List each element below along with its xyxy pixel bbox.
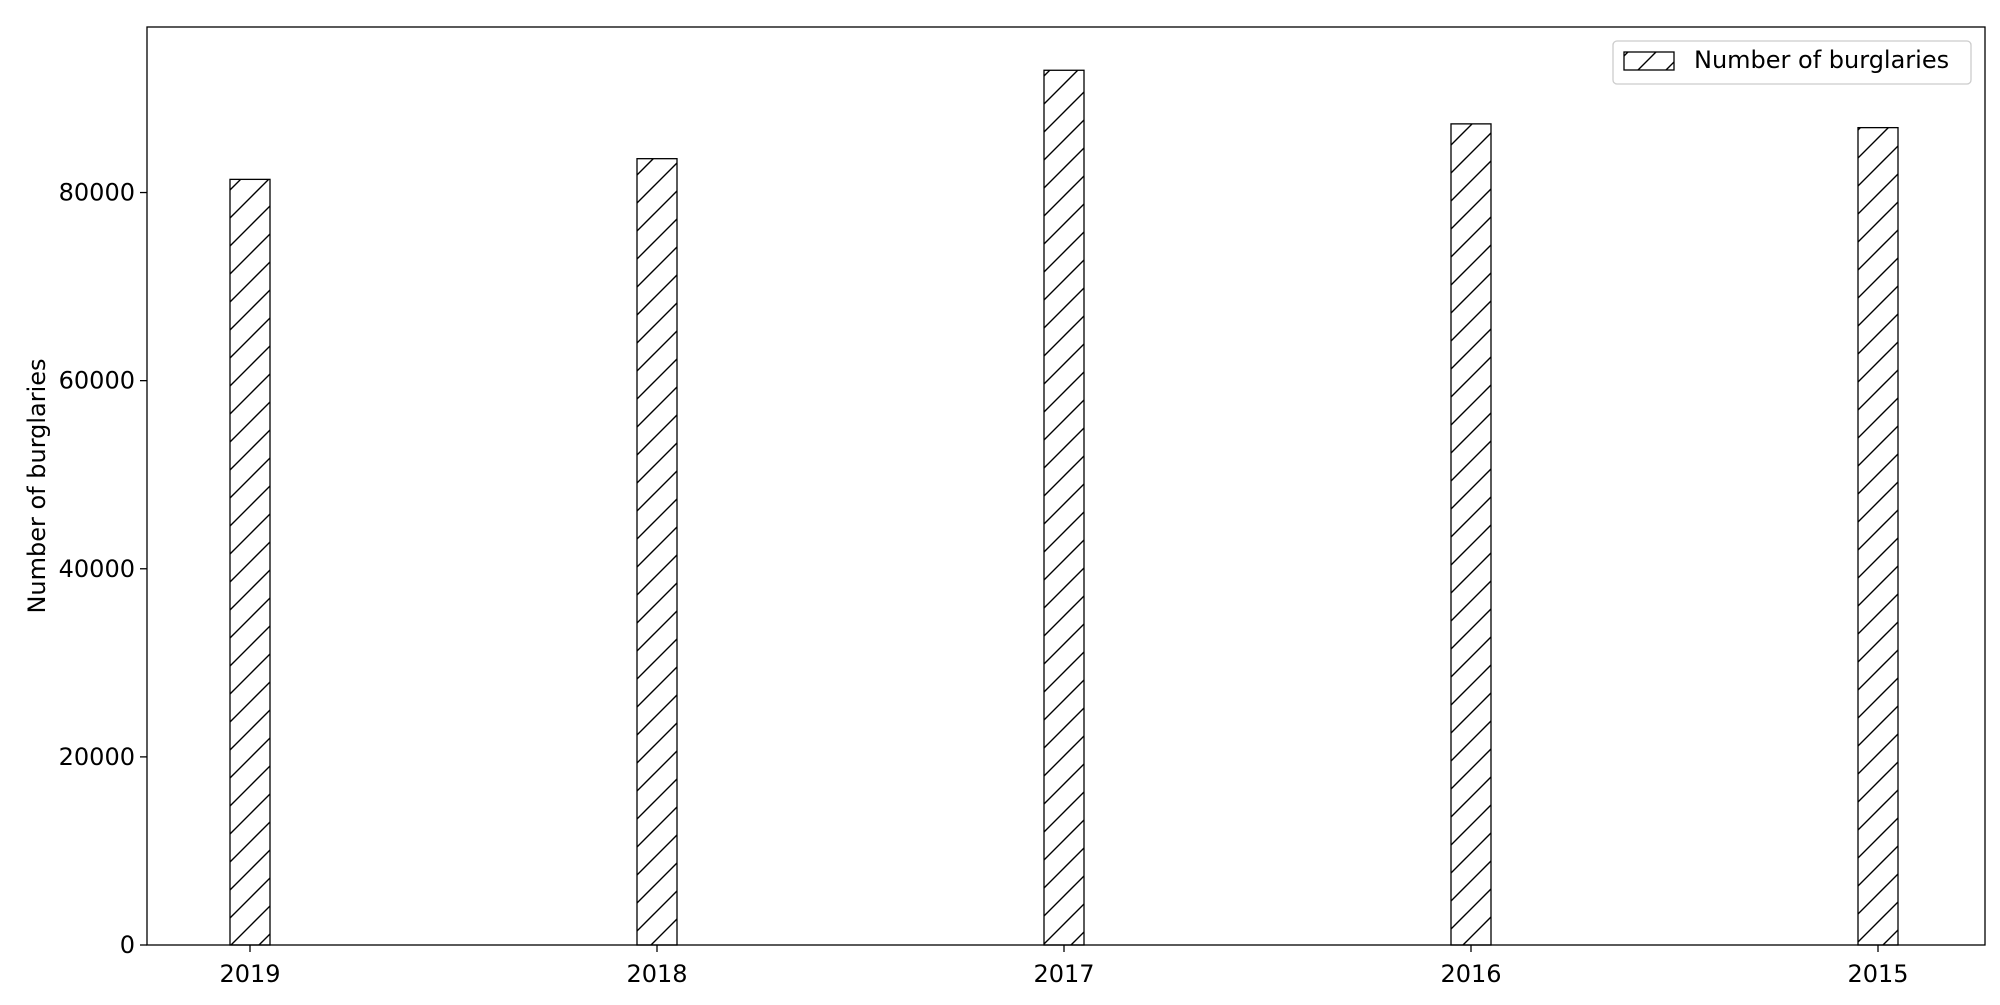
y-tick-label: 40000: [59, 555, 135, 583]
y-tick-label: 60000: [59, 367, 135, 395]
bar-2015: [1857, 126, 1899, 946]
legend: Number of burglaries: [1612, 40, 1972, 85]
y-axis: 0 20000 40000 60000 80000: [59, 179, 147, 959]
plot-area-frame: [146, 26, 1986, 946]
legend-label: Number of burglaries: [1694, 46, 1949, 74]
x-tick-label: 2019: [219, 960, 280, 988]
bar-2016: [1450, 123, 1492, 946]
x-tick-label: 2018: [626, 960, 687, 988]
legend-swatch: [1623, 51, 1675, 71]
x-tick-label: 2017: [1033, 960, 1094, 988]
x-axis: 2019 2018 2017 2016 2015: [219, 945, 1909, 988]
y-tick-label: 20000: [59, 743, 135, 771]
y-axis-label: Number of burglaries: [23, 358, 51, 613]
legend-frame: [1612, 40, 1972, 85]
y-tick-label: 80000: [59, 179, 135, 207]
bar-2017: [1043, 69, 1085, 946]
bars-layer: [229, 69, 1899, 946]
bar-2018: [636, 158, 678, 946]
y-tick-label: 0: [120, 931, 135, 959]
x-tick-label: 2016: [1440, 960, 1501, 988]
bar-2019: [229, 178, 271, 946]
x-tick-label: 2015: [1847, 960, 1908, 988]
